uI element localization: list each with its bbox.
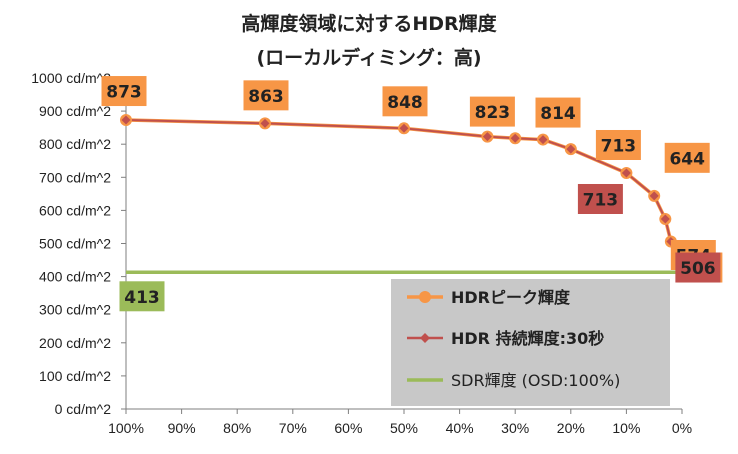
y-tick-label: 1000 cd/m^2 (31, 70, 111, 86)
peak-data-label: 814 (540, 104, 576, 124)
axes: 0 cd/m^2 100 cd/m^2 200 cd/m^2 300 cd/m^2 40… (31, 70, 692, 436)
x-tick-label: 100% (108, 420, 144, 436)
x-tick-label: 30% (501, 420, 529, 436)
sdr-data-label-box (119, 281, 165, 312)
sustained-point (510, 133, 520, 143)
y-tick-label: 500 cd/m^2 (39, 236, 111, 252)
legend-box (391, 279, 670, 406)
peak-data-label-box (595, 129, 641, 160)
peak-data-label: 863 (248, 87, 284, 107)
peak-line (125, 118, 673, 242)
y-tick-label: 100 cd/m^2 (39, 368, 111, 384)
peak-data-label-box (535, 97, 581, 128)
sustained-data-label-box (675, 252, 721, 283)
sustained-point (649, 191, 659, 201)
x-tick-label: 60% (334, 420, 362, 436)
peak-data-label: 644 (669, 149, 705, 169)
sustained-data-label: 506 (680, 259, 716, 279)
y-tick-label: 600 cd/m^2 (39, 202, 111, 218)
peak-data-label: 713 (601, 136, 637, 156)
y-tick-label: 400 cd/m^2 (39, 269, 111, 285)
sustained-line (125, 119, 672, 242)
sustained-point (660, 214, 670, 224)
y-tick-label: 300 cd/m^2 (39, 302, 111, 318)
x-tick-label: 20% (557, 420, 585, 436)
legend: HDRピーク輝度 HDR 持続輝度:30秒 SDR輝度 (OSD:100%) (391, 279, 670, 406)
sustained-point (260, 118, 270, 128)
peak-data-label-box (469, 96, 515, 127)
peak-data-label-box (382, 86, 428, 117)
x-tick-label: 10% (612, 420, 640, 436)
x-tick-label: 90% (168, 420, 196, 436)
legend-label: SDR輝度 (OSD:100%) (451, 371, 620, 390)
peak-data-label: 823 (475, 103, 511, 123)
sustained-point (566, 144, 576, 154)
x-tick-label: 0% (672, 420, 692, 436)
sustained-data-label: 713 (583, 190, 619, 210)
legend-swatch-marker (420, 333, 430, 343)
legend-swatch-marker (419, 291, 431, 303)
y-tick-label: 900 cd/m^2 (39, 103, 111, 119)
peak-data-label-box (243, 80, 289, 111)
y-tick-label: 200 cd/m^2 (39, 335, 111, 351)
y-tick-label: 800 cd/m^2 (39, 136, 111, 152)
legend-label: HDR 持続輝度:30秒 (451, 329, 604, 348)
sustained-data-label-box (577, 183, 623, 214)
x-tick-label: 40% (446, 420, 474, 436)
peak-data-label-box (101, 76, 147, 107)
y-tick-label: 700 cd/m^2 (39, 169, 111, 185)
sustained-point (621, 168, 631, 178)
sdr-data-label: 413 (124, 288, 160, 308)
series-lines (120, 114, 677, 248)
peak-data-label-box (664, 142, 710, 173)
sustained-point (121, 115, 131, 125)
sustained-point (482, 132, 492, 142)
y-tick-label: 0 cd/m^2 (55, 401, 112, 417)
x-tick-label: 50% (390, 420, 418, 436)
peak-data-label: 873 (106, 83, 142, 103)
peak-data-label: 848 (387, 93, 423, 113)
sustained-point (538, 135, 548, 145)
x-tick-label: 80% (223, 420, 251, 436)
x-tick-label: 70% (279, 420, 307, 436)
chart-title: 高輝度領域に対するHDR輝度 (241, 12, 497, 35)
chart-subtitle: (ローカルディミング：高) (256, 46, 481, 69)
sustained-point (399, 123, 409, 133)
legend-label: HDRピーク輝度 (451, 288, 571, 307)
data-labels: 873863848823814713644574506713506413 (101, 76, 723, 312)
